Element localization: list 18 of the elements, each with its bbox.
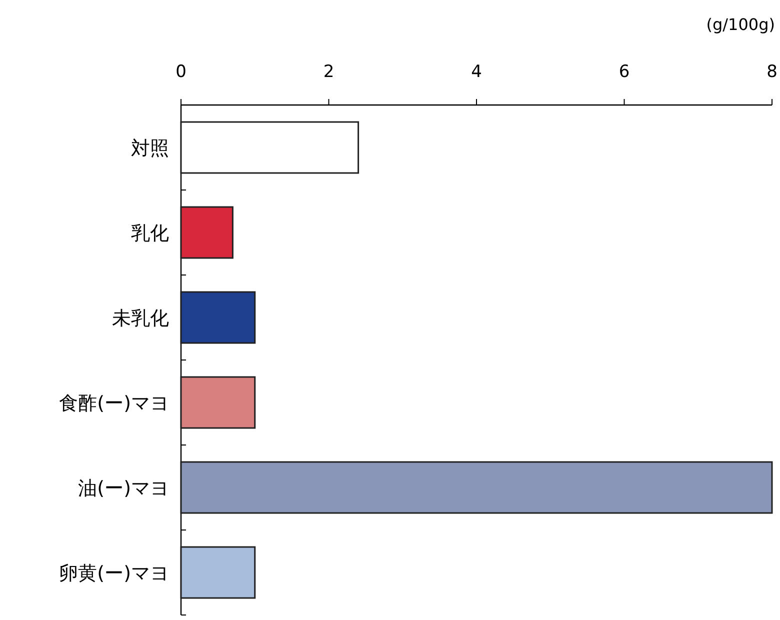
y-tick-label: 乳化	[131, 222, 169, 244]
bar	[180, 546, 256, 599]
x-tick-label: 8	[766, 62, 778, 82]
bar	[180, 291, 256, 344]
bar	[180, 461, 773, 514]
x-axis-title: (g/100g)	[706, 15, 775, 34]
y-tick-label: 食酢(ー)マヨ	[59, 392, 169, 414]
y-tick-label: 卵黄(ー)マヨ	[59, 562, 169, 584]
bar	[180, 121, 360, 174]
y-tick-label: 未乳化	[112, 308, 169, 330]
bar	[180, 376, 256, 429]
x-tick-label: 0	[176, 62, 186, 82]
x-tick-label: 2	[323, 62, 334, 82]
x-tick-label: 6	[618, 62, 630, 82]
y-tick-label: 油(ー)マヨ	[78, 478, 169, 500]
y-tick-label: 対照	[131, 138, 169, 160]
bar	[180, 206, 234, 259]
x-tick-label: 4	[471, 62, 482, 82]
